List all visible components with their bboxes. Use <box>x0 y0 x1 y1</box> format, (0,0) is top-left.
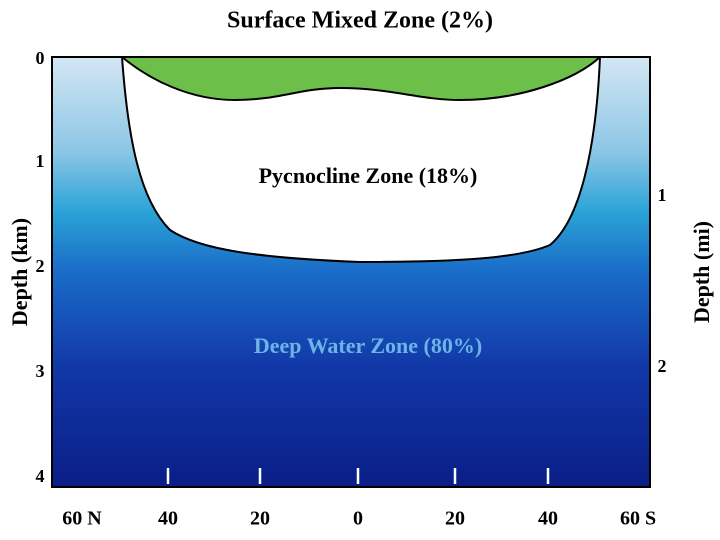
x-tick: 60 S <box>620 508 656 530</box>
x-tick: 20 <box>445 508 465 530</box>
x-tick: 40 <box>538 508 558 530</box>
right-tick: 1 <box>658 185 667 205</box>
title: Surface Mixed Zone (2%) <box>227 8 493 34</box>
left-tick: 2 <box>36 256 45 276</box>
x-tick: 60 N <box>62 508 102 530</box>
left-tick: 1 <box>36 151 45 171</box>
deep-label: Deep Water Zone (80%) <box>254 333 482 358</box>
pycnocline-label: Pycnocline Zone (18%) <box>259 163 478 188</box>
surface-mixed-zone <box>119 56 603 102</box>
right-axis-label: Depth (mi) <box>689 221 714 323</box>
x-tick: 40 <box>158 508 178 530</box>
left-axis-label: Depth (km) <box>7 218 32 326</box>
pycnocline-zone <box>120 56 602 264</box>
x-tick: 0 <box>353 508 363 530</box>
right-tick: 2 <box>658 356 667 376</box>
left-tick: 0 <box>36 48 45 68</box>
left-tick: 3 <box>36 361 45 381</box>
left-tick: 4 <box>36 466 45 486</box>
x-tick-marks <box>166 468 550 484</box>
x-tick: 20 <box>250 508 270 530</box>
